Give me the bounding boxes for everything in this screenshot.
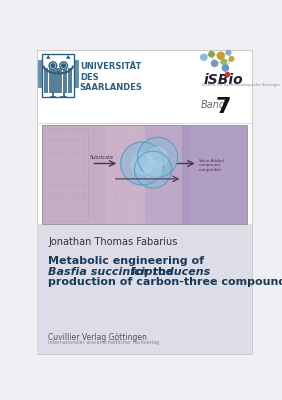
Circle shape — [135, 151, 171, 188]
Text: Substrate: Substrate — [90, 156, 114, 160]
Circle shape — [209, 52, 214, 57]
Text: Basfia succiniciproducens: Basfia succiniciproducens — [48, 267, 211, 277]
Circle shape — [60, 62, 67, 70]
Circle shape — [144, 160, 162, 179]
Bar — [105, 125, 182, 224]
Bar — [38, 224, 252, 354]
Circle shape — [49, 62, 57, 70]
Bar — [45, 129, 87, 220]
Bar — [74, 60, 78, 87]
Circle shape — [201, 54, 207, 60]
Circle shape — [62, 64, 66, 68]
Text: Internationaler wissenschaftlicher Fachverlag: Internationaler wissenschaftlicher Fachv… — [48, 340, 160, 345]
Circle shape — [131, 153, 153, 174]
Circle shape — [221, 59, 226, 64]
Polygon shape — [57, 71, 60, 74]
Circle shape — [212, 60, 218, 66]
Text: production of carbon-three compounds: production of carbon-three compounds — [48, 278, 282, 288]
Bar — [38, 60, 42, 87]
Circle shape — [217, 52, 224, 59]
Polygon shape — [46, 55, 50, 59]
Bar — [68, 68, 72, 94]
Text: Cuvillier Verlag Göttingen: Cuvillier Verlag Göttingen — [48, 333, 147, 342]
Circle shape — [226, 50, 231, 55]
Text: UNIVERSITÄT: UNIVERSITÄT — [80, 62, 141, 71]
Bar — [42, 125, 144, 224]
Bar — [63, 68, 67, 94]
Bar — [42, 54, 74, 96]
Circle shape — [51, 64, 55, 68]
Circle shape — [222, 65, 228, 71]
Text: Metabolic engineering of: Metabolic engineering of — [48, 256, 204, 266]
Text: SAARLANDES: SAARLANDES — [80, 84, 143, 92]
Bar — [44, 68, 48, 94]
Polygon shape — [66, 55, 70, 59]
Circle shape — [138, 137, 178, 177]
Text: iSBio: iSBio — [204, 73, 243, 87]
Text: DES: DES — [80, 73, 98, 82]
Text: 7: 7 — [215, 97, 231, 117]
Bar — [53, 68, 58, 94]
Bar — [190, 125, 247, 224]
Circle shape — [147, 147, 168, 167]
Text: Band: Band — [201, 100, 226, 110]
Text: for the: for the — [127, 267, 173, 277]
Circle shape — [121, 142, 164, 185]
Circle shape — [229, 56, 234, 61]
Bar — [58, 68, 62, 94]
Text: Value-Added
compound
compatible: Value-Added compound compatible — [199, 159, 225, 172]
Bar — [42, 125, 247, 224]
Text: Jonathan Thomas Fabarius: Jonathan Thomas Fabarius — [48, 238, 178, 248]
Bar — [49, 68, 53, 94]
Text: Institut für Systembiologische Strategie: Institut für Systembiologische Strategie — [202, 84, 280, 88]
Bar — [144, 125, 247, 224]
